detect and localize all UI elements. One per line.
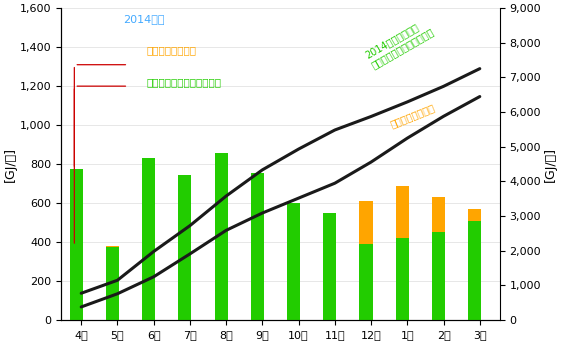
Bar — [432, 233, 445, 320]
Bar — [432, 197, 445, 320]
Bar — [468, 221, 481, 320]
Bar — [178, 191, 191, 320]
Bar — [214, 153, 228, 320]
Bar — [287, 236, 300, 320]
Bar — [287, 203, 300, 320]
Bar — [360, 244, 373, 320]
Bar — [251, 223, 264, 320]
Bar — [142, 225, 155, 320]
Bar — [70, 246, 82, 320]
Bar — [323, 236, 336, 320]
Bar — [468, 209, 481, 320]
Text: 2014年度: 2014年度 — [123, 14, 164, 24]
Bar — [178, 175, 191, 320]
Bar — [142, 158, 155, 320]
Text: 再生可能エネルギー発電量: 再生可能エネルギー発電量 — [147, 77, 222, 87]
Text: エネルギー消費量: エネルギー消費量 — [389, 103, 436, 129]
Text: エネルギー消費量: エネルギー消費量 — [147, 46, 197, 56]
Text: 2014年度【累積】
再生可能エネルギー発電量: 2014年度【累積】 再生可能エネルギー発電量 — [364, 17, 436, 71]
Bar — [70, 169, 82, 320]
Bar — [360, 201, 373, 320]
Y-axis label: [GJ/月]: [GJ/月] — [4, 147, 17, 182]
Bar — [106, 246, 119, 320]
Bar — [106, 247, 119, 320]
Y-axis label: [GJ/年]: [GJ/年] — [544, 147, 557, 182]
Bar — [251, 173, 264, 320]
Bar — [214, 187, 228, 320]
Bar — [396, 238, 409, 320]
Bar — [323, 213, 336, 320]
Bar — [396, 185, 409, 320]
